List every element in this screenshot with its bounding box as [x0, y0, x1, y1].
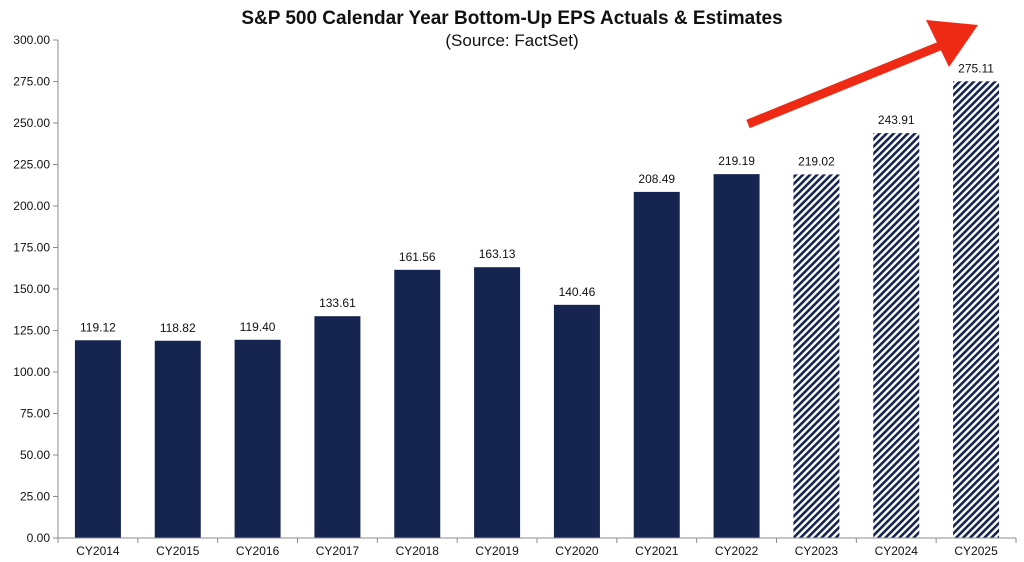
y-tick-label: 0.00: [27, 531, 51, 545]
chart-title: S&P 500 Calendar Year Bottom-Up EPS Actu…: [241, 8, 782, 29]
actual-bar: [633, 191, 680, 538]
actual-bar: [314, 316, 361, 538]
y-tick-label: 25.00: [20, 490, 50, 504]
y-tick-label: 200.00: [13, 199, 50, 213]
bar-value-label: 275.11: [958, 61, 994, 75]
x-category-label: CY2017: [316, 544, 360, 558]
x-category-label: CY2018: [396, 544, 440, 558]
red-arrow-annotation: [746, 20, 978, 129]
actual-bar: [553, 304, 600, 538]
y-tick-label: 225.00: [13, 158, 50, 172]
actual-bar: [234, 339, 281, 538]
y-tick-label: 75.00: [20, 407, 50, 421]
bar-value-label: 140.46: [559, 285, 596, 299]
y-tick-label: 250.00: [13, 116, 50, 130]
y-tick-label: 300.00: [13, 33, 50, 47]
x-category-label: CY2024: [875, 544, 919, 558]
y-tick-label: 175.00: [13, 241, 50, 255]
bar-value-label: 243.91: [878, 113, 915, 127]
bar-value-label: 119.40: [240, 320, 276, 334]
x-category-label: CY2022: [715, 544, 759, 558]
y-tick-label: 275.00: [13, 75, 50, 89]
bar-value-label: 133.61: [319, 296, 356, 310]
actual-bar: [474, 267, 521, 538]
y-tick-label: 100.00: [13, 365, 50, 379]
arrow-shaft: [746, 36, 954, 129]
bar-value-label: 118.82: [160, 321, 196, 335]
x-category-label: CY2020: [555, 544, 599, 558]
bar-value-label: 219.02: [798, 154, 835, 168]
estimate-bar: [793, 174, 840, 538]
y-axis: 0.00 25.00 50.00 75.00 100.00 125.00 150.00 175…: [13, 33, 59, 545]
x-category-label: CY2016: [236, 544, 280, 558]
x-axis: CY2014 CY2015 CY2016 CY2017 CY2018 CY2019 CY20…: [57, 537, 1017, 558]
x-category-label: CY2014: [76, 544, 120, 558]
x-category-label: CY2021: [635, 544, 679, 558]
x-category-label: CY2025: [954, 544, 998, 558]
y-tick-label: 150.00: [13, 282, 50, 296]
bar-value-label: 161.56: [399, 250, 436, 264]
arrow-head-icon: [926, 20, 978, 67]
actual-bar: [74, 340, 121, 538]
bar-value-label: 119.12: [80, 320, 116, 334]
actual-bar: [154, 340, 201, 538]
estimate-bar: [873, 133, 920, 538]
actual-bar: [713, 174, 760, 538]
bars: 119.12 118.82 119.40 133.61 161.56 163.13 140.…: [74, 61, 1000, 539]
bar-value-label: 163.13: [479, 247, 516, 261]
chart-subtitle: (Source: FactSet): [445, 31, 578, 50]
bar-value-label: 219.19: [718, 154, 755, 168]
actual-bar: [394, 269, 441, 538]
x-category-label: CY2015: [156, 544, 200, 558]
y-tick-label: 50.00: [20, 448, 50, 462]
estimate-bar: [953, 81, 1000, 539]
y-tick-label: 125.00: [13, 324, 50, 338]
x-category-label: CY2019: [475, 544, 519, 558]
bar-value-label: 208.49: [638, 172, 675, 186]
x-category-label: CY2023: [795, 544, 839, 558]
